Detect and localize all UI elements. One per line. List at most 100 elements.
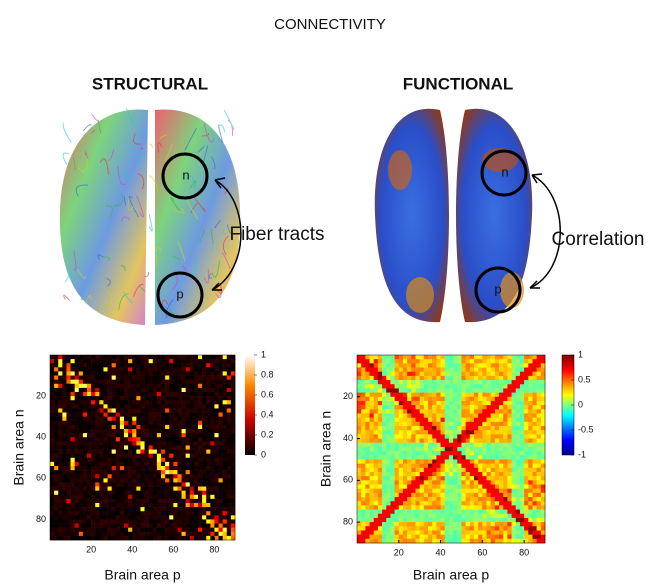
heatmap-cell — [411, 513, 416, 519]
heatmap-cell — [482, 417, 487, 423]
fiber — [226, 224, 232, 235]
heatmap-cell — [140, 355, 145, 360]
heatmap-cell — [66, 445, 71, 450]
heatmap-cell — [230, 498, 236, 504]
heatmap-cell — [181, 392, 186, 397]
heatmap-cell — [507, 505, 512, 510]
heatmap-cell — [198, 511, 203, 516]
heatmap-cell — [528, 417, 533, 423]
heatmap-cell — [66, 535, 71, 541]
heatmap-cell — [132, 429, 137, 434]
heatmap-cell — [511, 517, 517, 523]
heatmap-cell — [507, 488, 512, 494]
heatmap-cell — [50, 507, 55, 512]
heatmap-cell — [482, 400, 487, 406]
heatmap-cell — [423, 530, 429, 535]
heatmap-cell — [124, 404, 129, 409]
heatmap-cell — [136, 466, 141, 471]
heatmap-cell — [91, 466, 96, 471]
heatmap-cell — [91, 416, 96, 422]
heatmap-cell — [432, 522, 437, 527]
heatmap-cell — [99, 466, 104, 471]
heatmap-cell — [206, 429, 211, 434]
heatmap-cell — [511, 530, 517, 535]
heatmap-cell — [511, 476, 517, 481]
heatmap-cell — [156, 486, 162, 491]
heatmap-cell — [103, 531, 108, 537]
heatmap-cell — [152, 424, 158, 430]
heatmap-cell — [193, 412, 199, 417]
heatmap-cell — [528, 421, 533, 427]
heatmap-cell — [411, 388, 416, 393]
heatmap-cell — [87, 396, 92, 401]
heatmap-cell — [173, 404, 178, 409]
heatmap-cell — [198, 503, 203, 508]
heatmap-cell — [415, 509, 420, 515]
heatmap-cell — [453, 434, 458, 439]
heatmap-cell — [193, 420, 199, 426]
heatmap-cell — [74, 490, 80, 496]
heatmap-cell — [428, 405, 433, 410]
heatmap-cell — [152, 441, 158, 446]
heatmap-cell — [469, 476, 475, 481]
heatmap-cell — [50, 441, 55, 446]
heatmap-cell — [361, 400, 366, 406]
heatmap-cell — [499, 530, 504, 535]
heatmap-cell — [482, 421, 487, 427]
heatmap-cell — [111, 429, 117, 434]
heatmap-cell — [402, 451, 408, 456]
heatmap-cell — [144, 507, 149, 512]
heatmap-cell — [490, 392, 496, 398]
heatmap-cell — [398, 476, 404, 481]
heatmap-cell — [87, 408, 92, 413]
heatmap-cell — [361, 476, 366, 481]
heatmap-cell — [382, 355, 387, 360]
heatmap-cell — [128, 416, 133, 422]
heatmap-cell — [515, 375, 521, 381]
heatmap-cell — [140, 383, 145, 389]
heatmap-cell — [173, 449, 178, 454]
heatmap-cell — [206, 449, 211, 454]
heatmap-cell — [66, 400, 71, 405]
heatmap-cell — [189, 461, 195, 467]
heatmap-cell — [95, 379, 100, 385]
heatmap-cell — [173, 371, 178, 376]
heatmap-cell — [132, 507, 137, 512]
heatmap-cell — [398, 367, 404, 373]
heatmap-cell — [465, 426, 471, 431]
heatmap-cell — [50, 416, 55, 422]
heatmap-cell — [532, 538, 537, 544]
heatmap-cell — [214, 433, 219, 438]
heatmap-cell — [365, 467, 370, 473]
heatmap-cell — [390, 455, 395, 460]
heatmap-cell — [66, 531, 71, 537]
heatmap-cell — [423, 380, 429, 385]
heatmap-cell — [482, 409, 487, 414]
heatmap-cell — [218, 486, 223, 491]
heatmap-cell — [536, 505, 542, 510]
heatmap-cell — [519, 388, 525, 393]
heatmap-cell — [503, 467, 508, 473]
heatmap-cell — [361, 392, 366, 398]
heatmap-cell — [111, 367, 117, 372]
heatmap-cell — [218, 503, 223, 508]
heatmap-cell — [218, 445, 223, 450]
heatmap-cell — [478, 380, 483, 385]
heatmap-cell — [382, 476, 387, 481]
heatmap-cell — [386, 355, 391, 360]
heatmap-cell — [70, 359, 75, 364]
heatmap-cell — [103, 412, 108, 417]
heatmap-cell — [473, 517, 479, 523]
heatmap-cell — [365, 492, 370, 498]
heatmap-cell — [390, 375, 395, 381]
heatmap-cell — [357, 517, 362, 523]
heatmap-cell — [226, 404, 232, 409]
heatmap-cell — [103, 387, 108, 393]
heatmap-cell — [386, 505, 391, 510]
heatmap-cell — [62, 416, 67, 422]
x-tick-label: 60 — [168, 544, 178, 554]
heatmap-cell — [494, 538, 500, 544]
heatmap-cell — [206, 523, 211, 528]
heatmap-cell — [465, 492, 471, 498]
heatmap-cell — [415, 492, 420, 498]
